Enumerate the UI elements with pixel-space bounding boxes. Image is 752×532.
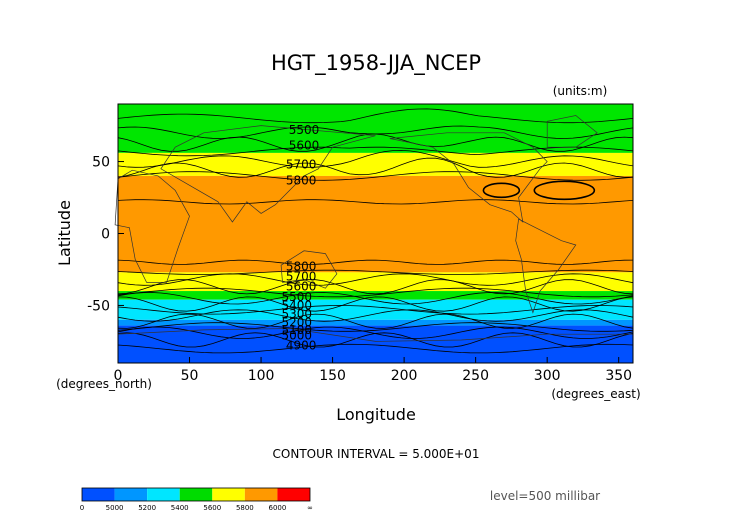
colorbar-swatch-5 (244, 488, 278, 501)
colorbar: 0 5000 5200 5400 5600 5800 6000 ∞ (80, 487, 313, 512)
contour-line-18 (117, 322, 634, 332)
colorbar-label: 5600 (203, 504, 221, 512)
x-tick-label: 0 (114, 368, 123, 384)
contour-line-10 (117, 273, 634, 286)
color-band-2 (118, 175, 633, 273)
y-axis-label: Latitude (55, 200, 74, 266)
contour-high-1 (482, 182, 521, 199)
color-band-7 (118, 325, 633, 363)
units-label: (units:m) (553, 84, 608, 98)
y-tick-label: 50 (92, 155, 110, 171)
contour-label: 5600 (286, 280, 317, 294)
x-axis-ticks: 0 50 100 150 200 250 300 350 (114, 357, 632, 384)
coastline-5 (546, 115, 598, 148)
color-band-0 (118, 104, 633, 153)
contour-line-12 (117, 287, 634, 298)
contour-line-8 (117, 259, 634, 265)
y-unit-label: (degrees_north) (56, 377, 152, 391)
contour-label: 5800 (286, 173, 317, 187)
coastline-3 (389, 132, 548, 223)
colorbar-frame (81, 487, 311, 502)
color-band-5 (118, 299, 633, 320)
colorbar-swatch-6 (277, 488, 310, 501)
contour-line-9 (117, 269, 634, 275)
color-band-1 (118, 152, 633, 176)
y-tick-label: 0 (101, 227, 110, 243)
contour-label: 5300 (282, 307, 313, 321)
contour-line-6 (117, 171, 634, 181)
x-unit-label: (degrees_east) (551, 387, 640, 401)
colorbar-swatch-0 (82, 488, 115, 501)
contour-label: 5400 (282, 298, 313, 312)
contour-label: 5700 (286, 157, 317, 171)
contour-label: 5700 (286, 270, 317, 284)
contour-lines (117, 108, 634, 354)
color-band-6 (118, 319, 633, 326)
contour-high-2 (533, 180, 596, 201)
contour-line-20 (117, 332, 634, 348)
contour-label: 5200 (282, 316, 313, 330)
colorbar-label: 5200 (138, 504, 156, 512)
contour-label: 5000 (282, 329, 313, 343)
contour-label: 5100 (282, 323, 313, 337)
x-tick-label: 300 (534, 368, 561, 384)
colorbar-swatch-2 (147, 488, 180, 501)
y-axis-ticks: 50 0 -50 (87, 155, 124, 314)
plot-area: 5500560057005800580057005600550054005300… (114, 103, 634, 364)
contour-line-7 (117, 199, 634, 205)
colorbar-label: 5800 (236, 504, 254, 512)
contour-label: 5600 (289, 139, 320, 153)
x-axis-label: Longitude (336, 405, 416, 424)
contour-line-17 (117, 313, 634, 329)
color-band-4 (118, 291, 633, 300)
x-tick-label: 350 (605, 368, 632, 384)
coastline-0 (114, 169, 190, 283)
chart-title: HGT_1958-JJA_NCEP (271, 51, 481, 76)
contour-line-5 (117, 157, 634, 178)
contour-line-2 (117, 133, 634, 152)
x-tick-label: 50 (181, 368, 199, 384)
colorbar-swatch-3 (179, 488, 213, 501)
x-tick-label: 200 (391, 368, 418, 384)
colorbar-label: 6000 (269, 504, 287, 512)
contour-line-13 (117, 292, 634, 305)
contour-label: 5500 (289, 123, 320, 137)
contour-line-4 (117, 149, 634, 168)
x-tick-label: 100 (248, 368, 275, 384)
x-tick-label: 150 (319, 368, 346, 384)
colorbar-label: ∞ (307, 504, 313, 512)
contour-line-14 (117, 296, 634, 312)
contour-label: 5800 (286, 260, 317, 274)
colorbar-label: 5000 (106, 504, 124, 512)
contour-line-3 (117, 146, 634, 157)
y-tick-label: -50 (87, 298, 110, 314)
coastline-4 (515, 218, 577, 314)
coastline-2 (280, 250, 338, 289)
color-bands (118, 104, 633, 363)
colorbar-swatch-4 (212, 488, 245, 501)
color-band-3 (118, 272, 633, 292)
colorbar-swatch-1 (114, 488, 148, 501)
x-tick-label: 250 (462, 368, 489, 384)
contour-label: 5500 (282, 290, 313, 304)
coastline-6 (117, 328, 633, 342)
contour-line-21 (117, 343, 634, 354)
contour-labels: 5500560057005800580057005600550054005300… (282, 123, 320, 353)
contour-interval-label: CONTOUR INTERVAL = 5.000E+01 (273, 447, 480, 461)
level-label: level=500 millibar (490, 489, 600, 503)
coastline-1 (160, 125, 376, 223)
colorbar-label: 5400 (171, 504, 189, 512)
contour-label: 4900 (286, 339, 317, 353)
contour-line-16 (117, 309, 634, 322)
coastlines (114, 115, 633, 342)
colorbar-label: 0 (80, 504, 84, 512)
